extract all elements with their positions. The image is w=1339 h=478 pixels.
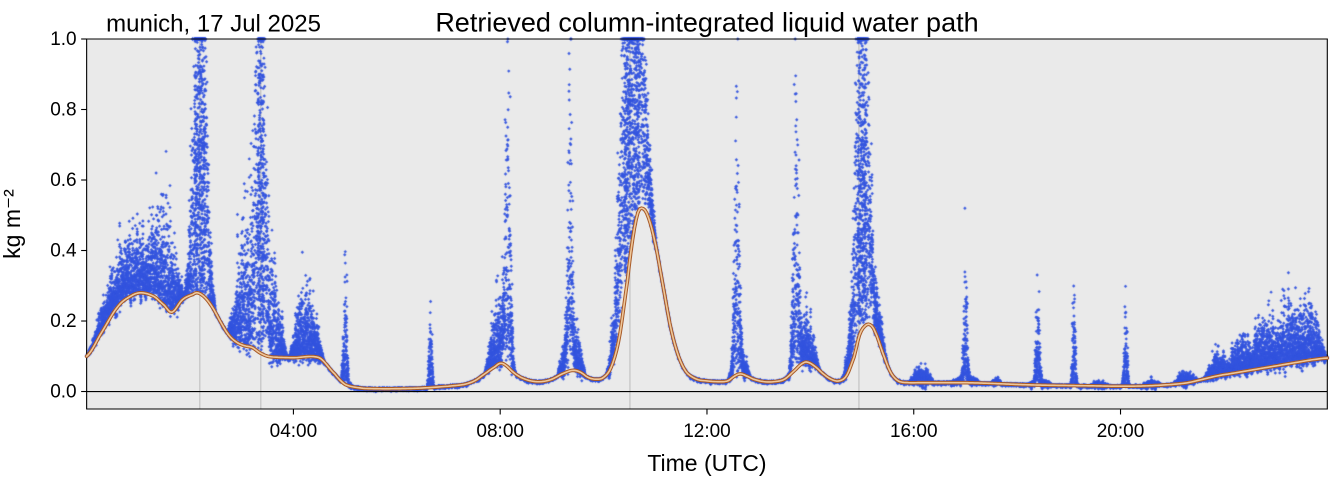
svg-text:20:00: 20:00 bbox=[1097, 421, 1145, 442]
svg-text:kg m⁻²: kg m⁻² bbox=[0, 189, 25, 259]
svg-text:Time (UTC): Time (UTC) bbox=[647, 450, 766, 476]
svg-text:16:00: 16:00 bbox=[890, 421, 938, 442]
svg-text:1.0: 1.0 bbox=[50, 29, 76, 50]
svg-text:04:00: 04:00 bbox=[270, 421, 318, 442]
svg-text:munich, 17 Jul 2025: munich, 17 Jul 2025 bbox=[106, 11, 321, 38]
svg-text:0.8: 0.8 bbox=[50, 100, 76, 121]
svg-text:0.0: 0.0 bbox=[50, 382, 76, 403]
svg-text:Retrieved column-integrated li: Retrieved column-integrated liquid water… bbox=[435, 8, 978, 38]
svg-text:0.6: 0.6 bbox=[50, 170, 76, 191]
svg-text:08:00: 08:00 bbox=[476, 421, 524, 442]
svg-text:0.2: 0.2 bbox=[50, 311, 76, 332]
svg-text:12:00: 12:00 bbox=[683, 421, 731, 442]
svg-text:0.4: 0.4 bbox=[50, 241, 77, 262]
